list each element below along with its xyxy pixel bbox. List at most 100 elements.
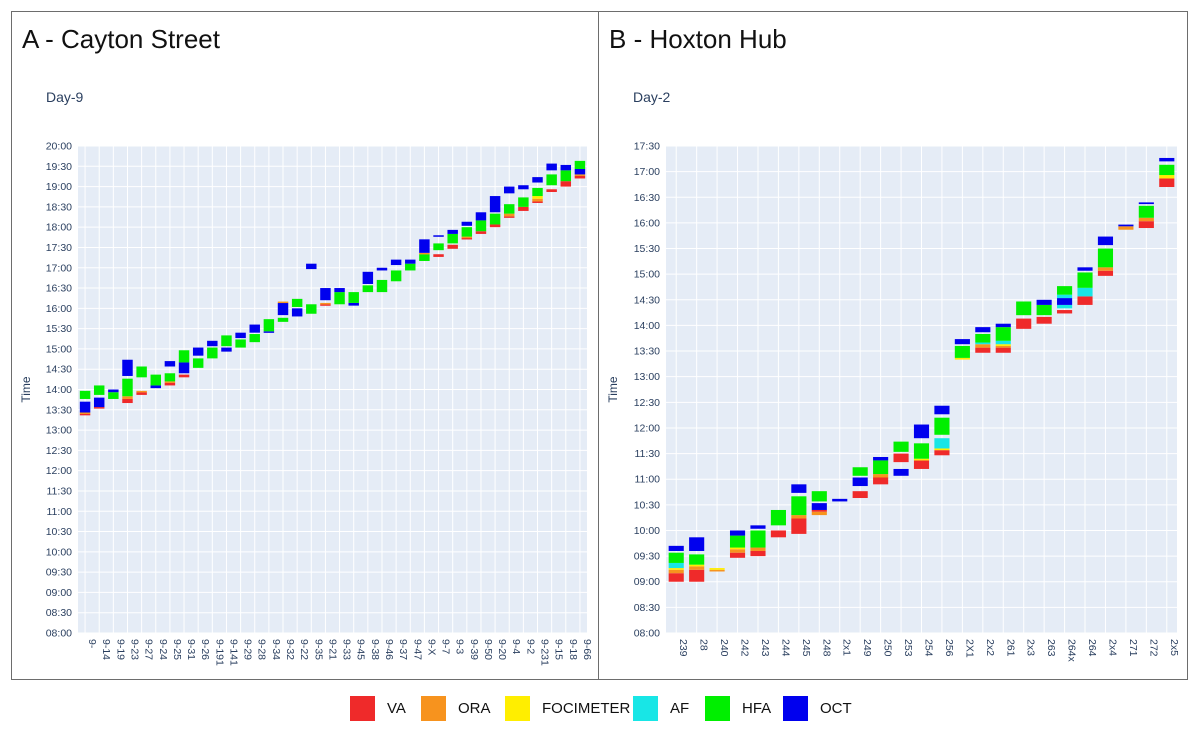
bar-segment-hfa [729, 535, 746, 548]
bar-segment-oct [433, 235, 444, 237]
x-tick-label: 9-20 [496, 639, 508, 660]
bar-segment-va [1097, 270, 1114, 276]
bar-segment-focimeter [668, 568, 684, 570]
bar-segment-hfa [249, 334, 260, 343]
bar-segment-hfa [475, 220, 487, 232]
bar-segment-hfa [995, 327, 1011, 341]
bar-segment-hfa [913, 443, 930, 459]
bar-segment-hfa [235, 339, 246, 348]
y-tick-label: 10:30 [46, 526, 72, 538]
bar-segment-va [811, 509, 827, 512]
x-tick-label: 9-14 [100, 639, 112, 660]
bar-segment-ora [811, 511, 827, 516]
bar-segment-hfa [668, 552, 684, 563]
bar-segment-af [1077, 287, 1093, 297]
y-tick-label: 13:30 [46, 404, 72, 416]
bar-segment-hfa [291, 298, 303, 307]
bar-segment-oct [1159, 157, 1175, 162]
bar-segment-hfa [150, 374, 161, 386]
bar-segment-va [770, 530, 786, 538]
bar-segment-va [995, 347, 1011, 353]
bar-segment-oct [419, 239, 430, 253]
bar-segment-oct [750, 525, 766, 529]
y-tick-label: 09:00 [634, 576, 660, 588]
x-tick-label: 272 [1147, 639, 1159, 657]
bar-segment-hfa [689, 554, 705, 565]
x-tick-label: 9-35 [312, 639, 324, 660]
legend-swatch [505, 695, 530, 721]
x-tick-label: 254 [923, 639, 935, 657]
bar-segment-hfa [1097, 248, 1114, 268]
bar-segment-va [913, 460, 930, 469]
bar-segment-hfa [447, 233, 458, 244]
bar-segment-oct [995, 323, 1011, 328]
bar-segment-oct [504, 186, 515, 194]
bar-segment-oct [475, 212, 487, 221]
bar-segment-oct [893, 468, 909, 476]
bar-segment-va [504, 216, 515, 218]
bar-segment-ora [873, 474, 889, 478]
bar-segment-hfa [79, 390, 91, 399]
bar-segment-oct [975, 327, 991, 333]
x-tick-label: 2x2 [984, 639, 996, 656]
legend-label: AF [670, 699, 690, 717]
x-tick-label: 9-50 [482, 639, 494, 660]
y-tick-label: 08:00 [634, 628, 660, 640]
bar-segment-oct [873, 456, 889, 461]
bar-segment-ora [79, 412, 91, 414]
bar-segment-va [433, 254, 444, 257]
y-tick-label: 08:30 [46, 607, 72, 619]
bar-segment-oct [192, 347, 204, 356]
bar-segment-va [1077, 296, 1093, 305]
x-tick-label: 245 [800, 639, 812, 657]
bar-segment-va [518, 206, 529, 211]
panel-cayton-street: A - Cayton Street Day-9 08:00 08:30 09:00 0… [11, 11, 599, 680]
chart-subtitle: Day-2 [633, 89, 671, 105]
y-tick-label: 10:00 [634, 525, 660, 537]
x-tick-label: 9-22 [298, 639, 310, 660]
bar-segment-af [934, 438, 950, 449]
legend-swatch [421, 695, 446, 721]
legend-item-oct: OCT [783, 694, 852, 722]
x-tick-label: 9-X [425, 639, 437, 655]
bar-segment-va [93, 407, 105, 409]
bar-segment-hfa [164, 373, 176, 382]
bar-segment-hfa [489, 213, 501, 225]
bar-segment-hfa [1036, 304, 1052, 316]
y-tick-label: 08:00 [46, 628, 72, 640]
bar-segment-ora [419, 252, 430, 255]
bar-segment-hfa [1016, 301, 1032, 316]
bar-segment-hfa [852, 467, 868, 476]
x-tick-label: 244 [779, 639, 791, 657]
bar-segment-va [122, 398, 133, 404]
legend-label: VA [387, 699, 406, 717]
bar-segment-oct [461, 221, 473, 226]
bar-segment-va [893, 453, 909, 463]
bar-segment-oct [79, 401, 91, 413]
y-tick-label: 09:30 [46, 567, 72, 579]
panel-title: A - Cayton Street [22, 24, 220, 54]
bar-segment-oct [108, 389, 119, 393]
x-tick-label: 9-4 [510, 639, 522, 654]
bar-segment-oct [277, 302, 289, 316]
bar-segment-ora [995, 345, 1011, 348]
y-tick-label: 10:00 [46, 546, 72, 558]
bar-segment-hfa [93, 385, 105, 395]
bar-segment-oct [405, 259, 416, 264]
bar-segment-af [1057, 294, 1073, 299]
bar-segment-oct [811, 503, 827, 510]
bar-segment-ora [1118, 226, 1134, 230]
legend-item-hfa: HFA [705, 694, 771, 722]
bar-segment-hfa [461, 227, 473, 237]
bar-segment-va [1159, 178, 1175, 188]
x-tick-label: 9-25 [171, 639, 183, 660]
y-tick-label: 11:30 [47, 485, 73, 497]
bar-segment-oct [306, 263, 317, 270]
bar-segment-va [560, 181, 572, 187]
bar-segment-oct [832, 498, 848, 502]
bar-segment-oct [729, 530, 746, 536]
x-tick-label: 249 [861, 639, 873, 657]
bar-segment-oct [221, 347, 232, 352]
bar-segment-oct [913, 424, 930, 439]
bar-segment-hfa [750, 530, 766, 548]
